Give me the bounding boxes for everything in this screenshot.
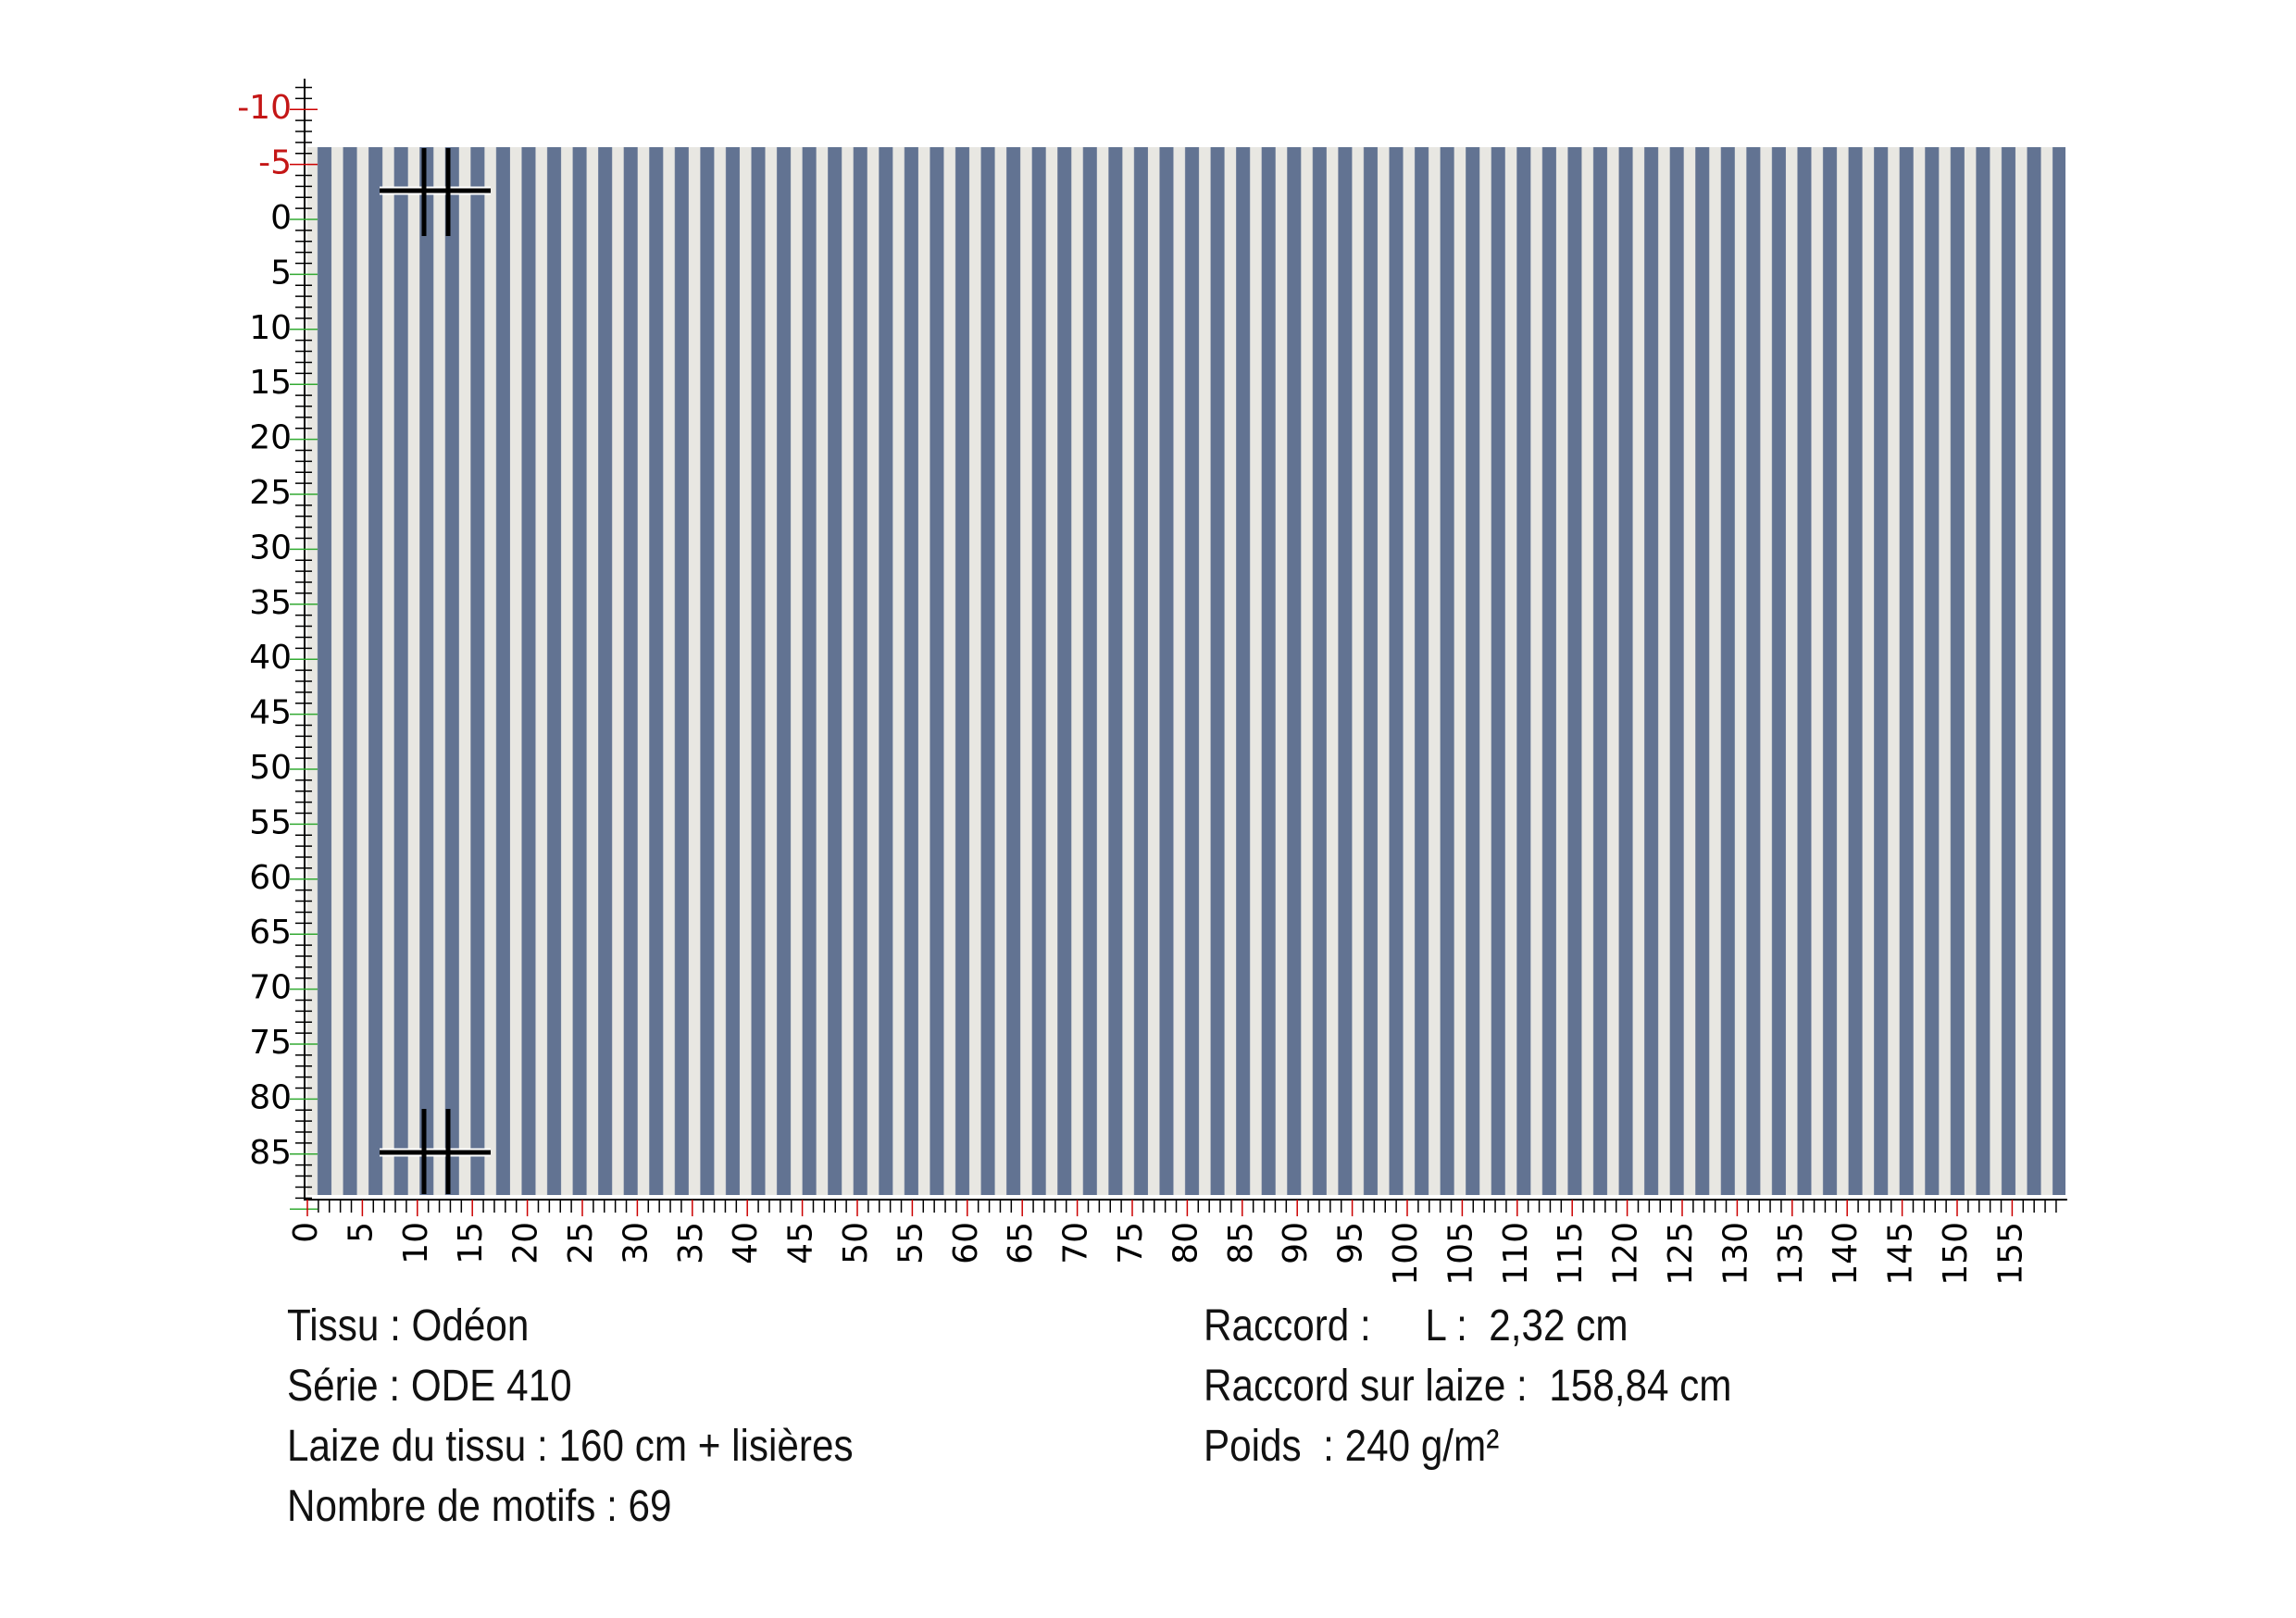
ruler-label: 95 [1332, 1222, 1370, 1264]
ruler-label: 85 [249, 1134, 292, 1172]
ruler-label: 20 [507, 1222, 545, 1264]
ruler-label: 40 [249, 639, 292, 677]
ruler-label: 15 [249, 364, 292, 402]
info-line: Nombre de motifs : 69 [287, 1482, 672, 1531]
ruler-label: 15 [452, 1222, 490, 1264]
ruler-label: 5 [342, 1222, 380, 1243]
ruler-label: 10 [397, 1222, 435, 1264]
ruler-label: 25 [249, 474, 292, 512]
ruler-label: 70 [1057, 1222, 1095, 1264]
ruler-label: 110 [1497, 1222, 1535, 1286]
ruler-label: 65 [249, 914, 292, 952]
ruler-label: 50 [249, 749, 292, 787]
ruler-label: 150 [1937, 1222, 1975, 1286]
ruler-label: 35 [249, 584, 292, 622]
ruler-label: 30 [249, 529, 292, 566]
ruler-label: 75 [249, 1024, 292, 1062]
ruler-label: 100 [1387, 1222, 1425, 1286]
info-line: Laize du tissu : 160 cm + lisières [287, 1422, 854, 1471]
info-line: Poids : 240 g/m² [1204, 1422, 1500, 1471]
ruler-label: 65 [1002, 1222, 1040, 1264]
ruler-label: 105 [1441, 1222, 1479, 1286]
ruler-label: 155 [1991, 1222, 2029, 1286]
ruler-label: 0 [270, 199, 292, 237]
ruler-label: 30 [617, 1222, 655, 1264]
ruler-label: 135 [1772, 1222, 1810, 1286]
ruler-label: 60 [947, 1222, 985, 1264]
ruler-label: 80 [249, 1078, 292, 1116]
ruler-label: 45 [782, 1222, 820, 1264]
info-line: Série : ODE 410 [287, 1362, 572, 1411]
ruler-label: 80 [1167, 1222, 1204, 1264]
info-left: Tissu : Odéon Série : ODE 410 Laize du tis… [287, 1296, 854, 1537]
ruler-label: 60 [249, 859, 292, 897]
fabric-swatch [307, 147, 2065, 1195]
ruler-label: 25 [562, 1222, 600, 1264]
ruler-label: 45 [249, 694, 292, 732]
ruler-label: 5 [270, 254, 292, 292]
ruler-label: 85 [1222, 1222, 1260, 1264]
ruler-label: 130 [1716, 1222, 1754, 1286]
info-line: Raccord : L : 2,32 cm [1204, 1301, 1628, 1350]
ruler-label: -5 [258, 144, 292, 182]
ruler-label: 20 [249, 419, 292, 457]
ruler-label: 0 [287, 1222, 325, 1243]
ruler-label: 55 [892, 1222, 930, 1264]
info-line: Raccord sur laize : 158,84 cm [1204, 1362, 1732, 1411]
info-right: Raccord : L : 2,32 cm Raccord sur laize :… [1204, 1296, 1731, 1476]
ruler-label: 115 [1552, 1222, 1590, 1286]
ruler-label: 10 [249, 309, 292, 347]
ruler-label: 75 [1112, 1222, 1150, 1264]
ruler-label: 50 [837, 1222, 875, 1264]
ruler-label: 145 [1882, 1222, 1920, 1286]
ruler-label: 70 [249, 969, 292, 1007]
ruler-label: 40 [727, 1222, 765, 1264]
ruler-label: -10 [237, 89, 292, 127]
info-line: Tissu : Odéon [287, 1301, 530, 1350]
registration-mark [380, 148, 491, 1194]
ruler-label: 90 [1277, 1222, 1315, 1264]
ruler-label: 140 [1827, 1222, 1865, 1286]
ruler-label: 35 [672, 1222, 710, 1264]
ruler-label: 120 [1607, 1222, 1645, 1286]
ruler-label: 125 [1662, 1222, 1700, 1286]
ruler-label: 55 [249, 803, 292, 841]
